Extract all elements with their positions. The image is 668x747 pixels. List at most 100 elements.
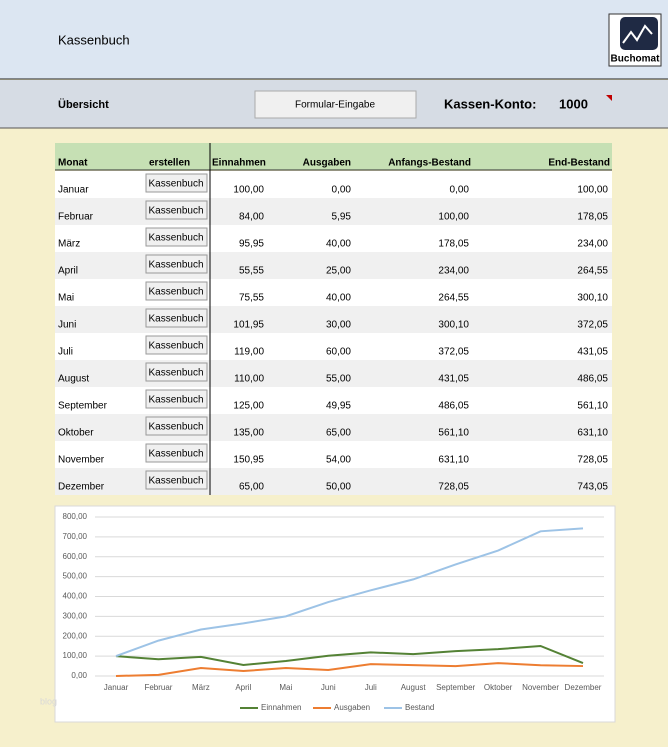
table-cell: 264,55 xyxy=(577,266,608,277)
table-cell: 135,00 xyxy=(233,428,264,439)
row-button-label[interactable]: Kassenbuch xyxy=(148,287,203,298)
row-button-label[interactable]: Kassenbuch xyxy=(148,368,203,379)
table-cell: 631,10 xyxy=(438,455,469,466)
row-button-label[interactable]: Kassenbuch xyxy=(148,233,203,244)
logo-graph xyxy=(622,24,653,44)
comment-marker xyxy=(606,95,612,101)
row-button-label[interactable]: Kassenbuch xyxy=(148,449,203,460)
column-header: End-Bestand xyxy=(548,158,610,169)
table-cell: Januar xyxy=(58,185,89,196)
row-button-label[interactable]: Kassenbuch xyxy=(148,476,203,487)
y-tick-label: 0,00 xyxy=(71,671,87,680)
table-cell: 300,10 xyxy=(438,320,469,331)
row-button-label[interactable]: Kassenbuch xyxy=(148,341,203,352)
logo-text: Buchomat xyxy=(611,54,661,65)
row-button[interactable] xyxy=(145,173,208,193)
y-tick-label: 700,00 xyxy=(63,532,88,541)
table-cell: 55,55 xyxy=(239,266,264,277)
chart-area xyxy=(54,505,616,723)
table-cell: November xyxy=(58,455,105,466)
table-cell: 486,05 xyxy=(577,374,608,385)
table-cell: 119,00 xyxy=(234,347,264,358)
table-cell: Mai xyxy=(58,293,74,304)
table-cell: 25,00 xyxy=(326,266,351,277)
x-tick-label: März xyxy=(192,683,210,692)
row-button[interactable] xyxy=(145,416,208,436)
y-tick-label: 300,00 xyxy=(63,611,88,620)
table-cell: 100,00 xyxy=(233,185,264,196)
table-cell: 728,05 xyxy=(577,455,608,466)
header-band xyxy=(0,0,668,79)
row-button[interactable] xyxy=(145,200,208,220)
y-tick-label: 200,00 xyxy=(63,631,88,640)
row-button-label[interactable]: Kassenbuch xyxy=(148,422,203,433)
x-tick-label: Januar xyxy=(104,683,129,692)
table-cell: 431,05 xyxy=(577,347,608,358)
table: Monat erstellen Einnahmen Ausgaben Anfangs-B… xyxy=(55,143,612,495)
table-cell: 60,00 xyxy=(326,347,351,358)
column-header: Anfangs-Bestand xyxy=(388,158,471,169)
header-row xyxy=(55,143,612,170)
row-button-label[interactable]: Kassenbuch xyxy=(148,206,203,217)
column-header: erstellen xyxy=(149,158,190,169)
x-tick-label: Februar xyxy=(144,683,172,692)
table-cell: 561,10 xyxy=(438,428,469,439)
legend-label: Ausgaben xyxy=(334,703,370,712)
form-button-label[interactable]: Formular-Eingabe xyxy=(295,100,375,111)
table-cell: Juni xyxy=(58,320,76,331)
table-cell: 125,00 xyxy=(233,401,264,412)
table-cell: 0,00 xyxy=(332,185,352,196)
table-cell: 150,95 xyxy=(233,455,264,466)
row-button[interactable] xyxy=(145,362,208,382)
series-line xyxy=(115,662,584,677)
table-cell: 40,00 xyxy=(326,293,351,304)
x-tick-label: Dezember xyxy=(565,683,602,692)
watermark: blog xyxy=(40,696,57,706)
table-cell: 65,00 xyxy=(239,482,264,493)
y-tick-label: 600,00 xyxy=(63,552,88,561)
table-cell: 178,05 xyxy=(577,212,608,223)
logo: Buchomat xyxy=(608,13,662,67)
table-cell: 486,05 xyxy=(438,401,469,412)
table-cell: August xyxy=(58,374,89,385)
table-cell: September xyxy=(58,401,108,412)
x-tick-label: Juli xyxy=(365,683,377,692)
table-cell: 55,00 xyxy=(326,374,351,385)
table-cell: 234,00 xyxy=(577,239,608,250)
table-cell: 100,00 xyxy=(577,185,608,196)
form-button[interactable] xyxy=(254,90,417,119)
row-button-label[interactable]: Kassenbuch xyxy=(148,314,203,325)
table-cell: 95,95 xyxy=(239,239,264,250)
chart: 0,00 100,00 200,00 300,00 400,00 500,00 600,00… xyxy=(63,512,604,712)
row-button[interactable] xyxy=(145,335,208,355)
x-tick-label: September xyxy=(436,683,475,692)
x-tick-label: Mai xyxy=(279,683,292,692)
row-button[interactable] xyxy=(145,254,208,274)
table-cell: 5,95 xyxy=(332,212,352,223)
column-header: Monat xyxy=(58,158,88,169)
table-cell: 54,00 xyxy=(326,455,351,466)
row-button[interactable] xyxy=(145,308,208,328)
row-button[interactable] xyxy=(145,281,208,301)
table-cell: 110,00 xyxy=(234,374,264,385)
table-cell: 372,05 xyxy=(438,347,469,358)
y-tick-label: 400,00 xyxy=(63,592,88,601)
logo-icon xyxy=(620,17,658,50)
table-cell: 264,55 xyxy=(438,293,469,304)
row-button-label[interactable]: Kassenbuch xyxy=(148,260,203,271)
row-button-label[interactable]: Kassenbuch xyxy=(148,179,203,190)
row-button[interactable] xyxy=(145,470,208,490)
row-button[interactable] xyxy=(145,227,208,247)
section-label: Übersicht xyxy=(58,98,109,111)
table-cell: 743,05 xyxy=(577,482,608,493)
x-tick-label: Juni xyxy=(321,683,336,692)
table-cell: 728,05 xyxy=(438,482,469,493)
table-cell: Juli xyxy=(58,347,73,358)
table-cell: 178,05 xyxy=(438,239,469,250)
account-number: 1000 xyxy=(559,96,588,111)
row-button[interactable] xyxy=(145,443,208,463)
table-cell: 50,00 xyxy=(326,482,351,493)
table-cell: 40,00 xyxy=(326,239,351,250)
row-button-label[interactable]: Kassenbuch xyxy=(148,395,203,406)
row-button[interactable] xyxy=(145,389,208,409)
